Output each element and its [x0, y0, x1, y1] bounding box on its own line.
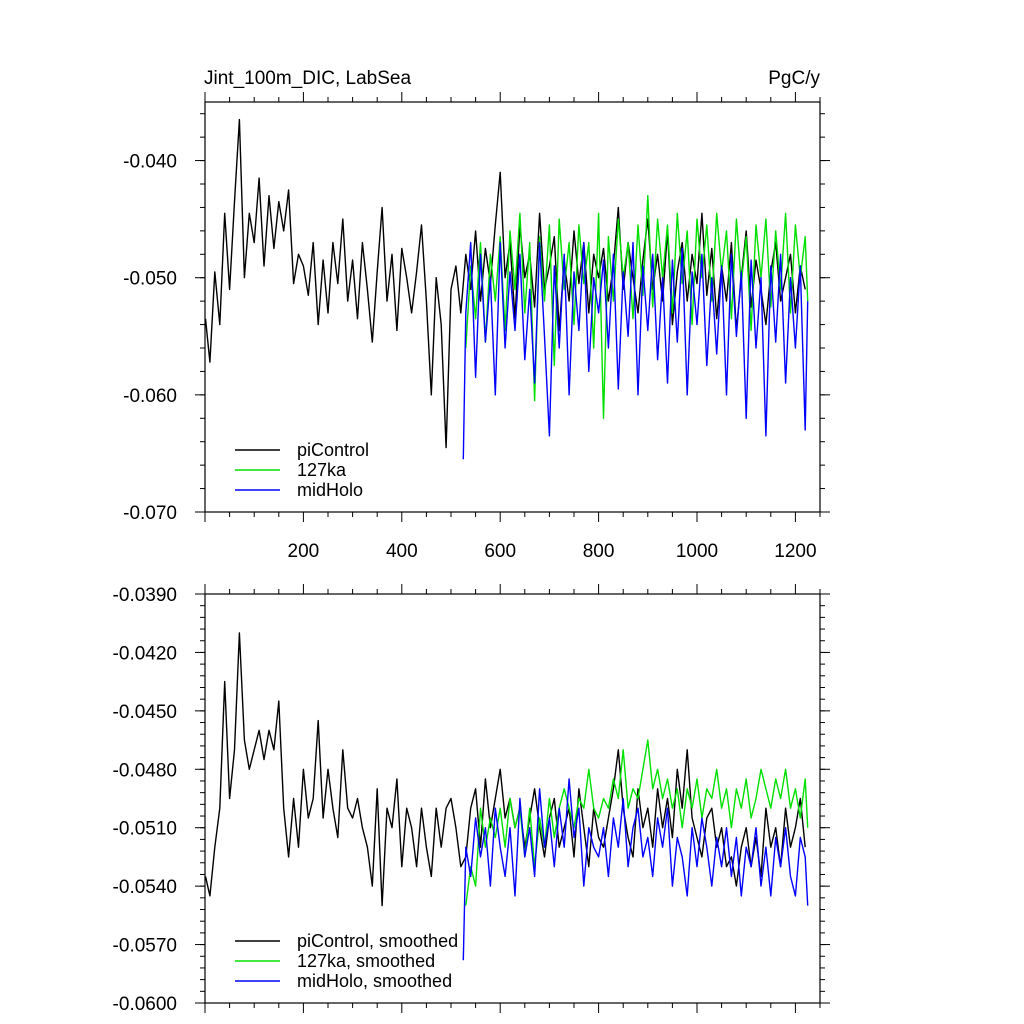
- top-panel-units: PgC/y: [768, 68, 820, 89]
- bottom-legend-label: midHolo, smoothed: [297, 971, 452, 991]
- top-panel: Jint_100m_DIC, LabSea PgC/y 200 400 600 800…: [123, 68, 830, 562]
- bottom-plot-frame: [204, 593, 821, 1004]
- bottom-panel: -0.0390 -0.0420 -0.0450 -0.0480 -0.0510 -0.05…: [113, 584, 830, 1015]
- top-x-tick-label: 600: [484, 541, 516, 562]
- top-x-tick-label: 800: [583, 541, 615, 562]
- bottom-y-tick-label: -0.0510: [113, 819, 177, 840]
- top-y-tick-label: -0.040: [123, 152, 177, 173]
- bottom-series-line-1: [465, 739, 809, 906]
- top-legend-label: midHolo: [297, 480, 363, 500]
- bottom-y-tick-label: -0.0450: [113, 702, 177, 723]
- bottom-y-tick-label: -0.0570: [113, 936, 177, 957]
- top-x-tick-label: 400: [386, 541, 418, 562]
- bottom-legend-label: piControl, smoothed: [297, 931, 458, 951]
- top-plot-frame: [204, 101, 821, 513]
- bottom-legend-label: 127ka, smoothed: [297, 951, 435, 971]
- bottom-y-tick-label: -0.0390: [113, 585, 177, 606]
- top-legend-label: piControl: [297, 440, 369, 460]
- top-series-group: [205, 118, 809, 460]
- bottom-y-tick-label: -0.0540: [113, 877, 177, 898]
- top-series-line-2: [462, 241, 809, 460]
- top-x-tick-label: 1000: [676, 541, 718, 562]
- bottom-series-group: [205, 632, 809, 961]
- top-y-tick-label: -0.070: [123, 503, 177, 524]
- bottom-series-line-2: [462, 778, 809, 961]
- top-series-line-0: [205, 118, 806, 449]
- top-legend-label: 127ka: [297, 460, 347, 480]
- top-y-tick-label: -0.050: [123, 269, 177, 290]
- top-panel-title: Jint_100m_DIC, LabSea: [204, 68, 411, 89]
- bottom-y-tick-label: -0.0600: [113, 994, 177, 1015]
- bottom-y-tick-label: -0.0480: [113, 760, 177, 781]
- top-x-tick-label: 1200: [774, 541, 816, 562]
- bottom-series-line-0: [205, 632, 806, 907]
- top-x-tick-label: 200: [288, 541, 320, 562]
- bottom-y-tick-label: -0.0420: [113, 643, 177, 664]
- top-y-tick-label: -0.060: [123, 386, 177, 407]
